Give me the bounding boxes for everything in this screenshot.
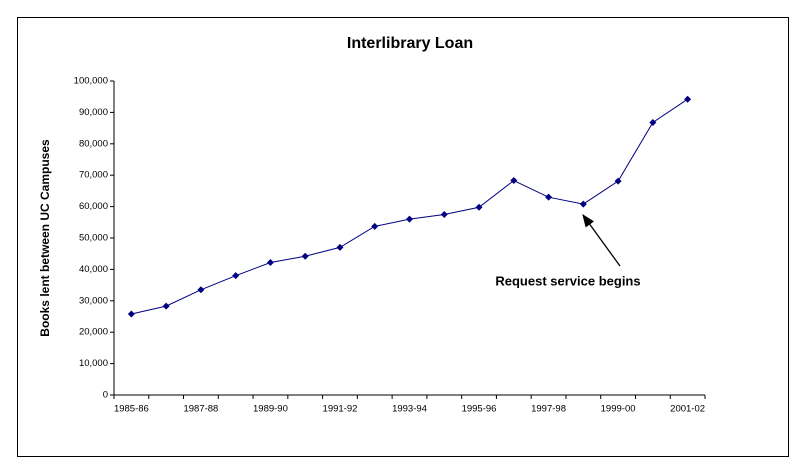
data-point (336, 243, 344, 251)
y-tick-label: 100,000 (74, 76, 108, 87)
data-point (475, 203, 483, 211)
y-tick-label: 70,000 (79, 170, 108, 181)
y-tick-label: 10,000 (79, 358, 108, 369)
data-point (301, 252, 309, 260)
x-tick-label: 1997-98 (531, 404, 566, 415)
data-point (266, 258, 274, 266)
x-tick-label: 1985-86 (114, 404, 149, 415)
data-point (614, 177, 622, 185)
y-tick-label: 60,000 (79, 201, 108, 212)
y-tick-label: 50,000 (79, 233, 108, 244)
data-point (649, 118, 657, 126)
x-tick-label: 1991-92 (323, 404, 358, 415)
data-point (579, 200, 587, 208)
chart-border (17, 17, 789, 457)
y-tick-label: 20,000 (79, 327, 108, 338)
data-point (127, 310, 135, 318)
y-tick-label: 30,000 (79, 295, 108, 306)
y-axis-label: Books lent between UC Campuses (38, 139, 52, 337)
data-point (440, 210, 448, 218)
x-tick-label: 1995-96 (462, 404, 497, 415)
data-point (684, 95, 692, 103)
data-point (510, 177, 518, 185)
x-tick-label: 1993-94 (392, 404, 427, 415)
x-tick-label: 1987-88 (183, 404, 218, 415)
data-point (162, 302, 170, 310)
x-tick-label: 1989-90 (253, 404, 288, 415)
data-point (197, 286, 205, 294)
x-tick-label: 2001-02 (670, 404, 705, 415)
data-point (232, 272, 240, 280)
data-point (406, 215, 413, 223)
chart-title: Interlibrary Loan (347, 35, 473, 52)
annotation-arrow (582, 213, 621, 267)
y-tick-label: 80,000 (79, 138, 108, 149)
y-tick-label: 90,000 (79, 107, 108, 118)
y-tick-label: 0 (103, 390, 108, 401)
data-point (545, 193, 553, 201)
y-tick-label: 40,000 (79, 264, 108, 275)
data-point (371, 222, 379, 230)
annotation: Request service begins (495, 273, 640, 288)
x-tick-label: 1999-00 (601, 404, 636, 415)
